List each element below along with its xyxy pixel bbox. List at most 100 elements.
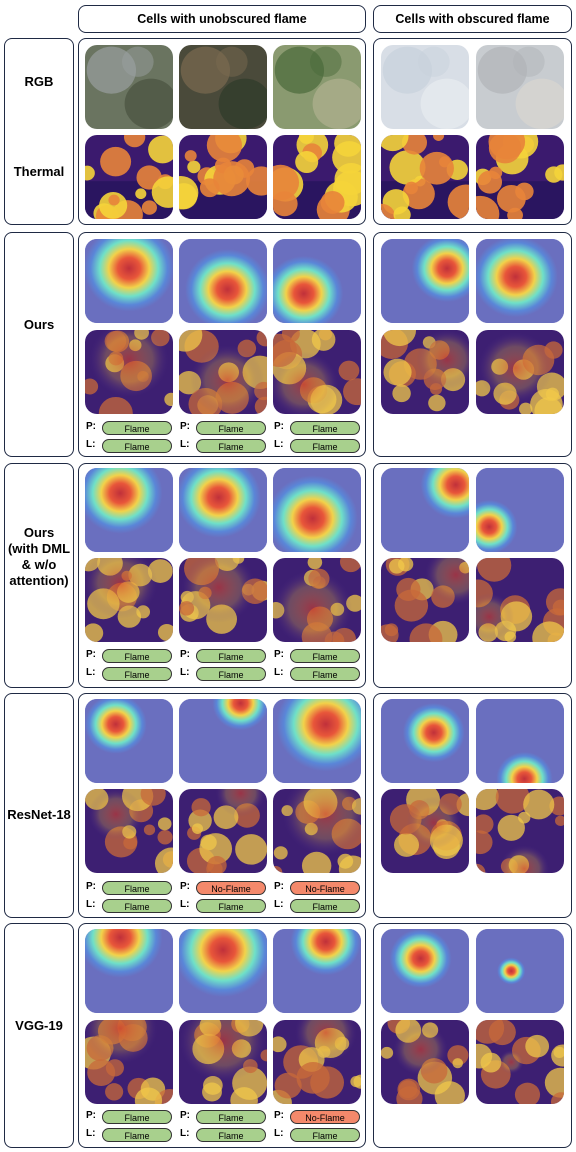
prediction-badge: Flame	[102, 421, 172, 435]
label-badge: Flame	[290, 899, 360, 913]
heatmap-image	[179, 929, 267, 1013]
row-label-thermal-text: Thermal	[14, 164, 65, 179]
rgb-image	[273, 45, 361, 129]
heatmap-image	[179, 699, 267, 783]
label-prefix: L:	[86, 666, 95, 680]
heatmap-image	[476, 929, 564, 1013]
rgb-image	[381, 45, 469, 129]
label-prefix: L:	[180, 666, 189, 680]
row-label-box-inputs	[4, 38, 74, 225]
overlay-image	[381, 558, 469, 642]
prediction-badge: Flame	[290, 421, 360, 435]
overlay-image	[476, 789, 564, 873]
heatmap-image	[273, 699, 361, 783]
label-badge: Flame	[196, 899, 266, 913]
label-prefix: L:	[86, 438, 95, 452]
label-badge: Flame	[102, 899, 172, 913]
heatmap-image	[85, 929, 173, 1013]
heatmap-image	[381, 239, 469, 323]
overlay-image	[273, 558, 361, 642]
overlay-image	[85, 558, 173, 642]
overlay-image	[179, 1020, 267, 1104]
overlay-image	[273, 789, 361, 873]
row-label-box-vgg	[4, 923, 74, 1148]
overlay-image	[85, 1020, 173, 1104]
overlay-image	[85, 330, 173, 414]
row-label-vgg: VGG-19	[4, 1018, 74, 1034]
prediction-badge: Flame	[102, 1110, 172, 1124]
prediction-badge: Flame	[196, 649, 266, 663]
header-obscured: Cells with obscured flame	[373, 5, 572, 33]
overlay-image	[179, 330, 267, 414]
rgb-image	[85, 45, 173, 129]
prediction-prefix: P:	[274, 880, 284, 894]
label-prefix: L:	[274, 898, 283, 912]
prediction-prefix: P:	[274, 1109, 284, 1123]
heatmap-image	[476, 468, 564, 552]
heatmap-image	[179, 468, 267, 552]
label-prefix: L:	[86, 1127, 95, 1141]
overlay-image	[381, 789, 469, 873]
label-badge: Flame	[196, 667, 266, 681]
label-badge: Flame	[102, 439, 172, 453]
overlay-image	[476, 330, 564, 414]
thermal-image	[85, 135, 173, 219]
prediction-prefix: P:	[86, 420, 96, 434]
label-prefix: L:	[274, 666, 283, 680]
label-badge: Flame	[102, 1128, 172, 1142]
heatmap-image	[476, 239, 564, 323]
heatmap-image	[85, 468, 173, 552]
heatmap-image	[381, 468, 469, 552]
prediction-prefix: P:	[86, 648, 96, 662]
prediction-badge: No-Flame	[290, 1110, 360, 1124]
label-prefix: L:	[180, 438, 189, 452]
overlay-image	[273, 330, 361, 414]
rgb-image	[179, 45, 267, 129]
prediction-badge: No-Flame	[290, 881, 360, 895]
row-label-rgb-text: RGB	[25, 74, 54, 89]
row-label-ours-dml-line4: attention)	[0, 573, 78, 589]
overlay-image	[381, 1020, 469, 1104]
prediction-prefix: P:	[180, 648, 190, 662]
heatmap-image	[273, 239, 361, 323]
row-label-thermal: Thermal	[4, 164, 74, 180]
label-prefix: L:	[180, 898, 189, 912]
prediction-badge: Flame	[290, 649, 360, 663]
row-label-box-ours	[4, 232, 74, 457]
label-prefix: L:	[86, 898, 95, 912]
label-badge: Flame	[102, 667, 172, 681]
header-unobscured: Cells with unobscured flame	[78, 5, 366, 33]
overlay-image	[381, 330, 469, 414]
thermal-image	[273, 135, 361, 219]
prediction-badge: Flame	[102, 881, 172, 895]
label-prefix: L:	[274, 438, 283, 452]
thermal-image	[476, 135, 564, 219]
label-badge: Flame	[290, 1128, 360, 1142]
row-label-ours-dml: Ours (with DML & w/o attention)	[0, 525, 78, 589]
heatmap-image	[476, 699, 564, 783]
row-label-rgb: RGB	[4, 74, 74, 90]
label-badge: Flame	[196, 439, 266, 453]
heatmap-image	[381, 699, 469, 783]
row-label-resnet-text: ResNet-18	[7, 807, 71, 822]
prediction-badge: No-Flame	[196, 881, 266, 895]
prediction-prefix: P:	[86, 880, 96, 894]
label-prefix: L:	[180, 1127, 189, 1141]
row-label-box-resnet	[4, 693, 74, 918]
overlay-image	[476, 558, 564, 642]
prediction-prefix: P:	[180, 1109, 190, 1123]
overlay-image	[273, 1020, 361, 1104]
prediction-badge: Flame	[196, 421, 266, 435]
header-obscured-text: Cells with obscured flame	[395, 12, 549, 26]
header-unobscured-text: Cells with unobscured flame	[137, 12, 306, 26]
thermal-image	[381, 135, 469, 219]
heatmap-image	[273, 468, 361, 552]
prediction-prefix: P:	[274, 648, 284, 662]
row-label-ours: Ours	[4, 317, 74, 333]
prediction-prefix: P:	[180, 420, 190, 434]
heatmap-image	[381, 929, 469, 1013]
prediction-badge: Flame	[102, 649, 172, 663]
prediction-badge: Flame	[196, 1110, 266, 1124]
heatmap-image	[85, 699, 173, 783]
label-badge: Flame	[290, 439, 360, 453]
